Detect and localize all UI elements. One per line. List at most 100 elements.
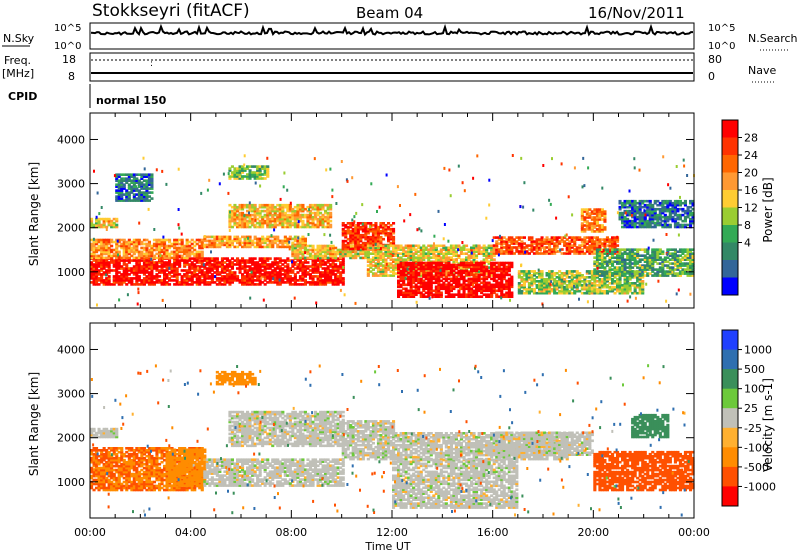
heatmap-cell	[225, 241, 229, 245]
heatmap-cell	[452, 246, 456, 250]
heatmap-cell	[258, 243, 262, 247]
heatmap-cell	[467, 250, 471, 253]
heatmap-cell	[243, 219, 247, 223]
heatmap-cell	[432, 244, 436, 248]
heatmap-cell	[276, 263, 280, 266]
heatmap-cell	[311, 263, 315, 266]
heatmap-cell	[376, 235, 380, 239]
heatmap-cell	[404, 254, 408, 257]
heatmap-cell	[381, 231, 385, 235]
heatmap-cell	[407, 254, 411, 257]
heatmap-cell	[281, 239, 285, 243]
heatmap-cell	[122, 240, 126, 244]
heatmap-cell	[364, 254, 368, 258]
heatmap-cell	[145, 279, 149, 282]
heatmap-cell	[376, 225, 380, 229]
heatmap-cell	[147, 244, 151, 248]
heatmap-cell	[203, 283, 207, 286]
heatmap-cell	[92, 240, 96, 244]
heatmap-cell	[354, 239, 358, 243]
heatmap-cell	[236, 267, 240, 270]
heatmap-cell	[306, 267, 310, 270]
heatmap-cell	[263, 269, 267, 272]
heatmap-cell	[215, 265, 219, 268]
heatmap-cell	[233, 215, 237, 219]
heatmap-cell	[288, 217, 292, 221]
heatmap-cell	[173, 265, 177, 268]
heatmap-cell	[298, 261, 302, 264]
heatmap-cell	[225, 235, 229, 239]
heatmap-cell	[246, 245, 250, 249]
heatmap-cell	[465, 244, 469, 248]
heatmap-cell	[616, 244, 620, 247]
heatmap-cell	[95, 277, 99, 280]
heatmap-cell	[105, 246, 109, 250]
heatmap-cell	[271, 263, 275, 266]
heatmap-cell	[188, 240, 192, 244]
heatmap-cell	[467, 256, 471, 259]
heatmap-cell	[442, 246, 446, 250]
heatmap-cell	[359, 256, 363, 260]
heatmap-cell	[384, 227, 388, 231]
heatmap-cell	[236, 207, 240, 211]
heatmap-cell	[384, 254, 388, 257]
heatmap-cell	[241, 257, 245, 260]
heatmap-cell	[185, 240, 189, 244]
heatmap-cell	[218, 273, 222, 276]
heatmap-cell	[185, 275, 189, 278]
heatmap-cell	[298, 241, 302, 245]
heatmap-cell	[248, 259, 252, 262]
heatmap-cell	[241, 221, 245, 225]
heatmap-cell	[92, 248, 96, 252]
freq-units: [MHz]	[2, 67, 34, 80]
heatmap-cell	[321, 273, 325, 276]
heatmap-cell	[341, 233, 345, 237]
heatmap-cell	[263, 241, 267, 245]
heatmap-cell	[185, 244, 189, 248]
heatmap-cell	[180, 248, 184, 252]
heatmap-cell	[163, 250, 167, 254]
heatmap-cell	[286, 245, 290, 249]
heatmap-cell	[205, 257, 209, 260]
heatmap-cell	[236, 225, 240, 229]
heatmap-cell	[135, 242, 139, 246]
heatmap-cell	[303, 269, 307, 272]
heatmap-cell	[132, 242, 136, 246]
heatmap-cell	[100, 244, 104, 248]
heatmap-cell	[228, 277, 232, 280]
heatmap-cell	[238, 221, 242, 225]
heatmap-cell	[180, 254, 184, 258]
heatmap-cell	[319, 203, 323, 207]
heatmap-cell	[444, 252, 448, 255]
heatmap-cell	[281, 219, 285, 223]
heatmap-cell	[470, 254, 474, 257]
heatmap-cell	[424, 254, 428, 257]
heatmap-cell	[261, 261, 265, 264]
heatmap-cell	[183, 263, 187, 266]
heatmap-cell	[100, 256, 104, 260]
heatmap-cell	[374, 250, 378, 253]
heatmap-cell	[163, 252, 167, 256]
heatmap-cell	[228, 259, 232, 262]
heatmap-cell	[102, 279, 106, 282]
heatmap-cell	[220, 263, 224, 266]
heatmap-cell	[334, 279, 338, 282]
heatmap-cell	[248, 279, 252, 282]
heatmap-cell	[394, 258, 398, 261]
nsearch-label: N.Search	[748, 32, 798, 45]
heatmap-cell	[263, 221, 267, 225]
heatmap-cell	[95, 223, 99, 227]
heatmap-cell	[293, 213, 297, 217]
heatmap-cell	[326, 277, 330, 280]
heatmap-cell	[95, 219, 99, 223]
heatmap-cell	[341, 224, 345, 227]
heatmap-cell	[278, 275, 282, 278]
heatmap-cell	[168, 244, 172, 248]
heatmap-cell	[293, 263, 297, 266]
heatmap-cell	[341, 227, 345, 231]
heatmap-cell	[107, 263, 111, 266]
heatmap-cell	[324, 250, 328, 254]
heatmap-cell	[193, 263, 197, 266]
heatmap-cell	[293, 275, 297, 278]
heatmap-cell	[291, 271, 295, 274]
